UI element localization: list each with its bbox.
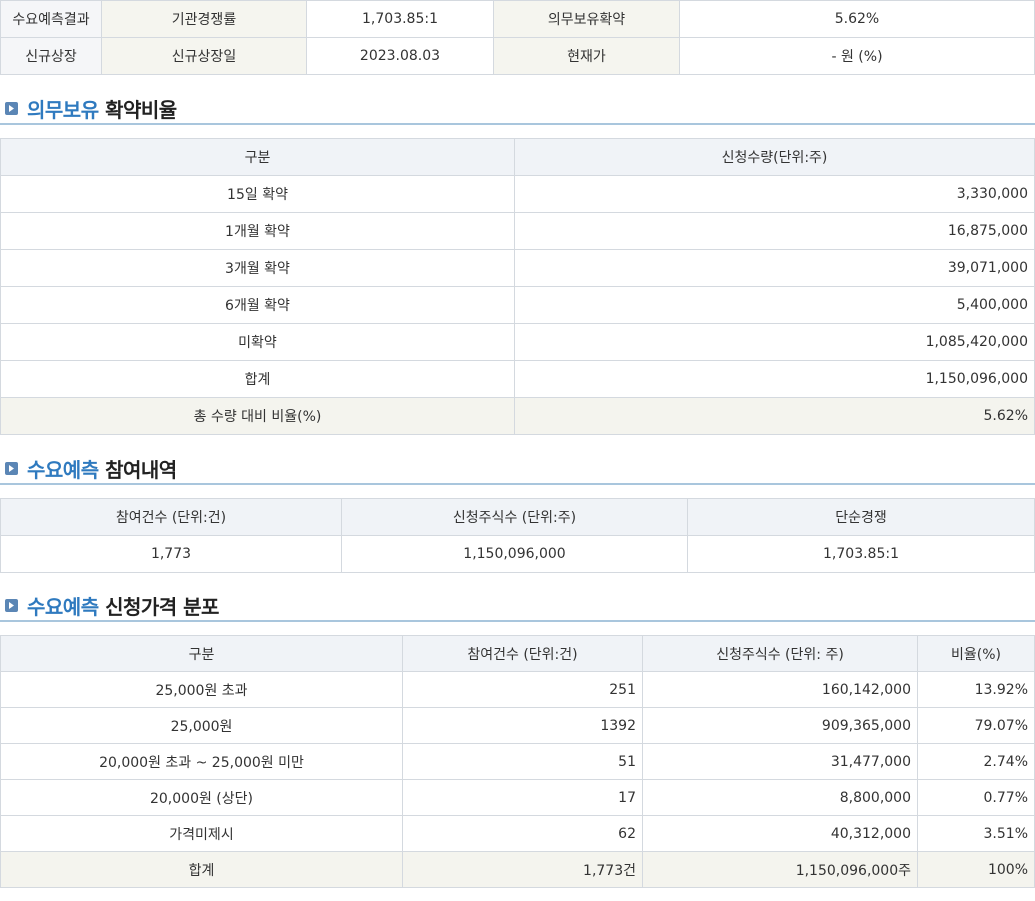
info-value-lockup: 5.62%: [679, 0, 1035, 38]
row-shares: 31,477,000: [642, 743, 918, 780]
ipo-info-table: 수요예측결과 기관경쟁률 1,703.85:1 의무보유확약 5.62% 신규상…: [0, 0, 1035, 75]
info-label-listing-date: 신규상장일: [101, 37, 307, 75]
col-header-competition: 단순경쟁: [687, 498, 1035, 536]
col-header-category: 구분: [0, 138, 515, 176]
row-label: 15일 확약: [0, 175, 515, 213]
table-row: 3개월 확약 39,071,000: [0, 249, 1035, 287]
info-label-demand-result: 수요예측결과: [0, 0, 102, 38]
table-row-ratio: 총 수량 대비 비율(%) 5.62%: [0, 397, 1035, 435]
row-count: 17: [402, 779, 643, 816]
row-label: 미확약: [0, 323, 515, 361]
table-row-total: 합계 1,773건 1,150,096,000주 100%: [0, 851, 1035, 888]
row-value: 3,330,000: [514, 175, 1035, 213]
row-count: 62: [402, 815, 643, 852]
row-shares: 8,800,000: [642, 779, 918, 816]
row-label: 20,000원 (상단): [0, 779, 403, 816]
section-title-accent: 수요예측: [27, 595, 99, 619]
row-label: 합계: [0, 360, 515, 398]
row-label: 가격미제시: [0, 815, 403, 852]
cell-shares: 1,150,096,000: [341, 535, 688, 573]
bullet-arrow-icon: [5, 462, 18, 475]
row-label: 합계: [0, 851, 403, 888]
col-header-shares: 신청주식수 (단위:주): [341, 498, 688, 536]
info-value-listing-date: 2023.08.03: [306, 37, 494, 75]
row-ratio: 3.51%: [917, 815, 1035, 852]
row-value: 16,875,000: [514, 212, 1035, 250]
table-row: 20,000원 (상단) 17 8,800,000 0.77%: [0, 779, 1035, 816]
table-row: 25,000원 초과 251 160,142,000 13.92%: [0, 671, 1035, 708]
row-ratio: 13.92%: [917, 671, 1035, 708]
table-row: 가격미제시 62 40,312,000 3.51%: [0, 815, 1035, 852]
row-shares: 1,150,096,000주: [642, 851, 918, 888]
info-label-inst-competition: 기관경쟁률: [101, 0, 307, 38]
row-label: 6개월 확약: [0, 286, 515, 324]
row-ratio: 79.07%: [917, 707, 1035, 744]
table-row: 20,000원 초과 ~ 25,000원 미만 51 31,477,000 2.74%: [0, 743, 1035, 780]
info-label-new-listing: 신규상장: [0, 37, 102, 75]
table-row: 합계 1,150,096,000: [0, 360, 1035, 398]
row-value: 1,150,096,000: [514, 360, 1035, 398]
info-label-lockup: 의무보유확약: [493, 0, 680, 38]
cell-competition: 1,703.85:1: [687, 535, 1035, 573]
table-row: 1개월 확약 16,875,000: [0, 212, 1035, 250]
section-title-text: 신청가격 분포: [105, 595, 219, 619]
col-header-count: 참여건수 (단위:건): [0, 498, 342, 536]
row-value: 1,085,420,000: [514, 323, 1035, 361]
section-title-distribution: 수요예측 신청가격 분포: [0, 590, 1035, 622]
row-ratio: 0.77%: [917, 779, 1035, 816]
price-distribution-table: 구분 참여건수 (단위:건) 신청주식수 (단위: 주) 비율(%) 25,00…: [0, 635, 1035, 888]
row-shares: 160,142,000: [642, 671, 918, 708]
row-count: 51: [402, 743, 643, 780]
table-header-row: 구분 참여건수 (단위:건) 신청주식수 (단위: 주) 비율(%): [0, 635, 1035, 672]
info-value-current-price: - 원 (%): [679, 37, 1035, 75]
bullet-arrow-icon: [5, 599, 18, 612]
row-label: 25,000원 초과: [0, 671, 403, 708]
table-row: 25,000원 1392 909,365,000 79.07%: [0, 707, 1035, 744]
col-header-count: 참여건수 (단위:건): [402, 635, 643, 672]
row-shares: 909,365,000: [642, 707, 918, 744]
row-value: 39,071,000: [514, 249, 1035, 287]
table-row: 15일 확약 3,330,000: [0, 175, 1035, 213]
bullet-arrow-icon: [5, 102, 18, 115]
row-label: 총 수량 대비 비율(%): [0, 397, 515, 435]
table-header-row: 구분 신청수량(단위:주): [0, 138, 1035, 176]
row-ratio: 2.74%: [917, 743, 1035, 780]
section-title-accent: 수요예측: [27, 458, 99, 482]
section-title-participation: 수요예측 참여내역: [0, 453, 1035, 485]
col-header-quantity: 신청수량(단위:주): [514, 138, 1035, 176]
lockup-table: 구분 신청수량(단위:주) 15일 확약 3,330,000 1개월 확약 16,8…: [0, 138, 1035, 435]
table-row: 1,773 1,150,096,000 1,703.85:1: [0, 535, 1035, 573]
row-shares: 40,312,000: [642, 815, 918, 852]
table-header-row: 참여건수 (단위:건) 신청주식수 (단위:주) 단순경쟁: [0, 498, 1035, 536]
section-title-text: 참여내역: [105, 458, 177, 482]
section-title-lockup: 의무보유 확약비율: [0, 93, 1035, 125]
row-value: 5,400,000: [514, 286, 1035, 324]
row-count: 1392: [402, 707, 643, 744]
info-label-current-price: 현재가: [493, 37, 680, 75]
row-label: 1개월 확약: [0, 212, 515, 250]
row-value: 5.62%: [514, 397, 1035, 435]
section-title-text: 확약비율: [105, 98, 177, 122]
table-row: 6개월 확약 5,400,000: [0, 286, 1035, 324]
row-count: 251: [402, 671, 643, 708]
table-row: 미확약 1,085,420,000: [0, 323, 1035, 361]
row-ratio: 100%: [917, 851, 1035, 888]
info-row-demand: 수요예측결과 기관경쟁률 1,703.85:1 의무보유확약 5.62%: [0, 0, 1035, 38]
row-label: 3개월 확약: [0, 249, 515, 287]
row-count: 1,773건: [402, 851, 643, 888]
info-row-listing: 신규상장 신규상장일 2023.08.03 현재가 - 원 (%): [0, 37, 1035, 75]
col-header-shares: 신청주식수 (단위: 주): [642, 635, 918, 672]
cell-count: 1,773: [0, 535, 342, 573]
info-value-inst-competition: 1,703.85:1: [306, 0, 494, 38]
col-header-ratio: 비율(%): [917, 635, 1035, 672]
row-label: 20,000원 초과 ~ 25,000원 미만: [0, 743, 403, 780]
participation-table: 참여건수 (단위:건) 신청주식수 (단위:주) 단순경쟁 1,773 1,15…: [0, 498, 1035, 573]
row-label: 25,000원: [0, 707, 403, 744]
col-header-category: 구분: [0, 635, 403, 672]
section-title-accent: 의무보유: [27, 98, 99, 122]
